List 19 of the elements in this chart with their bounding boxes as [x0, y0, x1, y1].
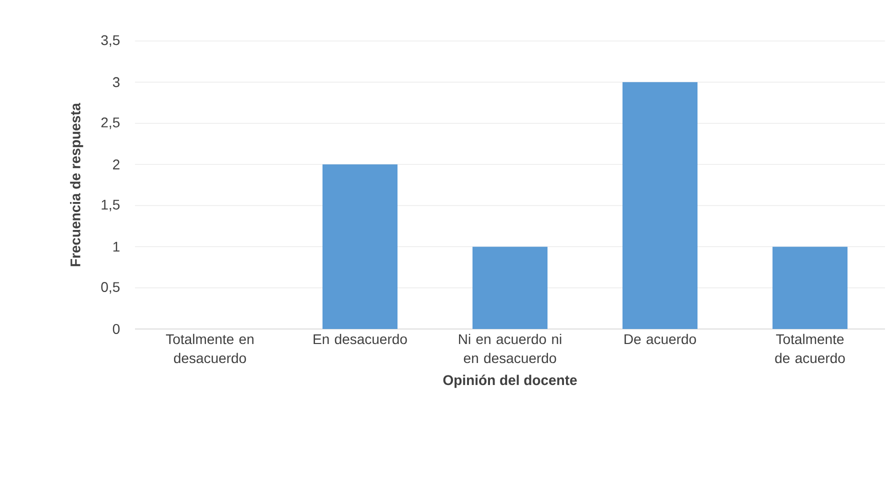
- y-tick-label: 0: [112, 324, 120, 334]
- bar: [772, 246, 848, 329]
- x-tick-label: Totalmente de acuerdo: [775, 334, 845, 364]
- y-tick-label: 1,5: [102, 200, 120, 212]
- bar: [472, 246, 548, 329]
- x-tick-label: En desacuerdo: [314, 334, 407, 344]
- y-tick-label: 0,5: [101, 282, 120, 294]
- y-tick-label: 3,5: [101, 35, 120, 47]
- bar: [322, 164, 398, 329]
- y-tick-label: 2: [113, 160, 120, 170]
- bar: [622, 82, 698, 329]
- x-tick-label: Ni en acuerdo ni en desacuerdo: [459, 334, 562, 364]
- y-axis-title: Frecuencia de respuesta: [70, 102, 84, 266]
- x-axis-title: Opinión del docente: [443, 374, 577, 388]
- y-tick-label: 2,5: [101, 117, 120, 130]
- x-tick-label: Totalmente en desacuerdo: [166, 334, 254, 364]
- y-tick-label: 1: [113, 242, 120, 252]
- x-tick-label: De acuerdo: [624, 334, 696, 344]
- y-tick-label: 3: [112, 77, 120, 88]
